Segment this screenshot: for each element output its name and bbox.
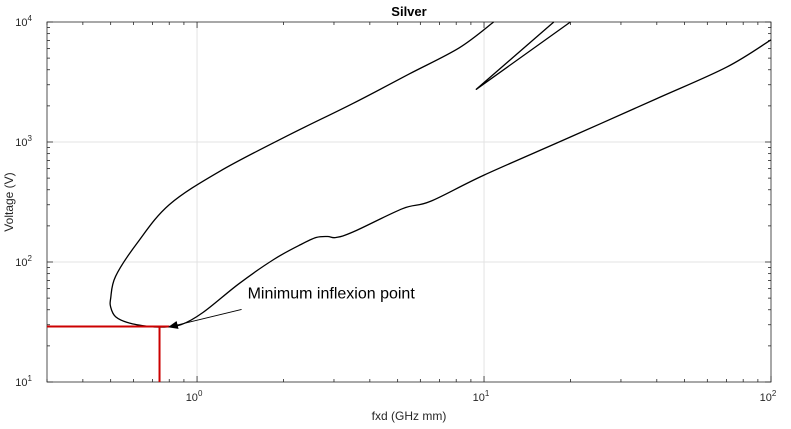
y-tick-label: 101 bbox=[15, 374, 32, 389]
tick-labels: 100 101 102 101 102 103 104 bbox=[15, 14, 777, 404]
y-tick-label: 103 bbox=[15, 134, 32, 149]
x-axis-label: fxd (GHz mm) bbox=[372, 409, 447, 423]
tick-marks bbox=[46, 21, 772, 383]
y-tick-label: 104 bbox=[15, 14, 32, 29]
annotation-text: Minimum inflexion point bbox=[248, 285, 416, 302]
x-tick-label: 102 bbox=[760, 389, 777, 404]
y-axis-label: Voltage (V) bbox=[2, 172, 16, 231]
chart-title: Silver bbox=[391, 4, 426, 19]
grid bbox=[47, 22, 771, 382]
annotation-arrow bbox=[167, 308, 242, 329]
series-main-branch bbox=[109, 21, 772, 328]
reference-lines bbox=[47, 325, 170, 382]
y-tick-label: 102 bbox=[15, 254, 32, 269]
plot-frame bbox=[46, 21, 772, 383]
x-tick-label: 100 bbox=[186, 389, 203, 404]
annotation-layer: Minimum inflexion point bbox=[167, 285, 416, 329]
series-upper-branch bbox=[475, 21, 571, 90]
series-layer bbox=[109, 21, 772, 328]
x-tick-label: 101 bbox=[473, 389, 490, 404]
